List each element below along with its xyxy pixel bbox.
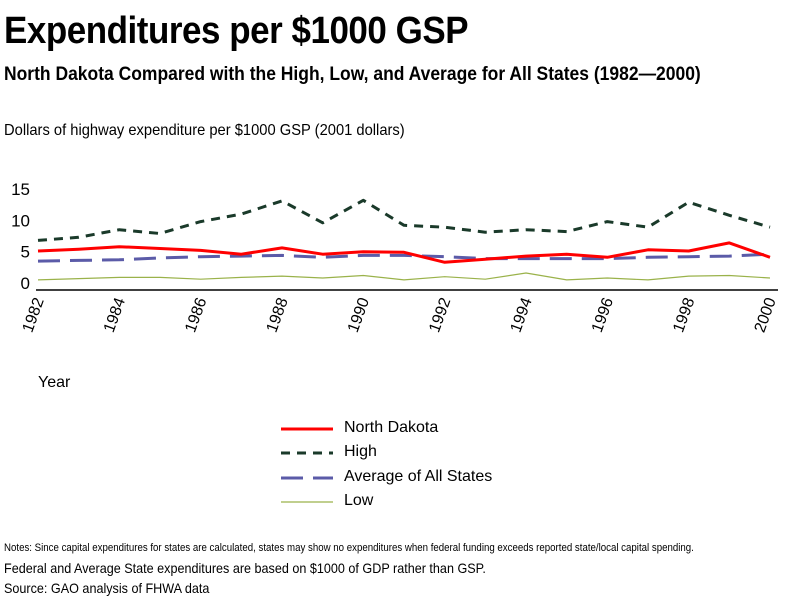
x-ticks: 1982 1984 1986 1988 1990 1992 1994 1996 1998 2000 <box>20 295 780 334</box>
legend-label-low: Low <box>344 492 374 509</box>
legend-label-high: High <box>344 443 377 460</box>
y-tick-label: 10 <box>11 211 30 230</box>
series-line-low <box>37 272 771 281</box>
notes-gdp-line: Federal and Average State expenditures a… <box>4 560 486 576</box>
series-line-high <box>37 198 771 242</box>
notes-line: Notes: Since capital expenditures for st… <box>4 542 694 554</box>
y-ticks: 15 10 5 0 <box>11 180 30 293</box>
y-tick-label: 0 <box>21 274 30 293</box>
x-tick-label: 1992 <box>426 295 454 334</box>
x-tick-label: 1998 <box>670 295 698 334</box>
series-line-average-of-all-states <box>37 252 771 263</box>
x-tick-label: 1986 <box>182 295 210 334</box>
series-lines <box>37 198 771 281</box>
chart-title: Expenditures per $1000 GSP <box>4 10 469 52</box>
x-axis-label: Year <box>38 374 71 391</box>
y-tick-label: 5 <box>21 243 30 262</box>
legend <box>281 427 333 503</box>
legend-label-north-dakota: North Dakota <box>344 419 439 436</box>
source-line: Source: GAO analysis of FHWA data <box>4 580 210 596</box>
x-tick-label: 1990 <box>345 295 373 334</box>
x-tick-label: 2000 <box>752 295 780 334</box>
chart-subtitle: North Dakota Compared with the High, Low… <box>4 64 701 85</box>
x-tick-label: 1984 <box>101 295 129 334</box>
x-tick-label: 1996 <box>589 295 617 334</box>
x-tick-label: 1982 <box>20 295 48 334</box>
x-tick-label: 1988 <box>264 295 292 334</box>
y-axis-label: Dollars of highway expenditure per $1000… <box>4 122 405 139</box>
y-tick-label: 15 <box>11 180 30 199</box>
legend-label-average: Average of All States <box>344 468 493 485</box>
x-tick-label: 1994 <box>508 295 536 334</box>
